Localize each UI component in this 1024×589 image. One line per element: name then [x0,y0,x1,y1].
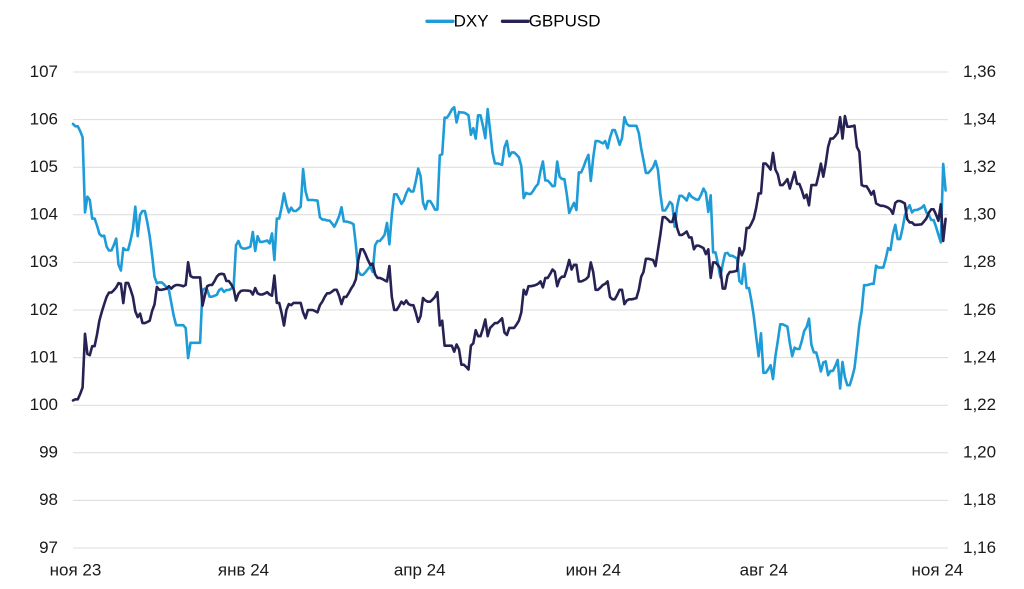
svg-text:1,18: 1,18 [963,490,996,509]
svg-text:1,32: 1,32 [963,157,996,176]
svg-text:1,30: 1,30 [963,205,996,224]
svg-text:97: 97 [39,538,58,557]
svg-text:101: 101 [30,347,58,366]
svg-text:103: 103 [30,252,58,271]
svg-text:1,20: 1,20 [963,443,996,462]
svg-text:107: 107 [30,62,58,81]
svg-text:104: 104 [30,205,58,224]
svg-text:апр 24: апр 24 [394,561,446,580]
svg-text:1,24: 1,24 [963,347,996,366]
svg-text:DXY: DXY [454,12,489,31]
svg-text:ноя 23: ноя 23 [50,561,102,580]
svg-text:105: 105 [30,157,58,176]
svg-text:ноя 24: ноя 24 [912,561,964,580]
svg-text:102: 102 [30,300,58,319]
svg-text:1,36: 1,36 [963,62,996,81]
svg-text:99: 99 [39,443,58,462]
svg-text:106: 106 [30,109,58,128]
svg-text:авг 24: авг 24 [740,561,788,580]
svg-text:янв 24: янв 24 [218,561,269,580]
svg-text:1,28: 1,28 [963,252,996,271]
svg-text:1,26: 1,26 [963,300,996,319]
svg-text:GBPUSD: GBPUSD [529,12,601,31]
svg-text:1,22: 1,22 [963,395,996,414]
svg-text:100: 100 [30,395,58,414]
svg-text:98: 98 [39,490,58,509]
svg-text:1,16: 1,16 [963,538,996,557]
svg-text:1,34: 1,34 [963,109,996,128]
svg-text:июн 24: июн 24 [566,561,621,580]
